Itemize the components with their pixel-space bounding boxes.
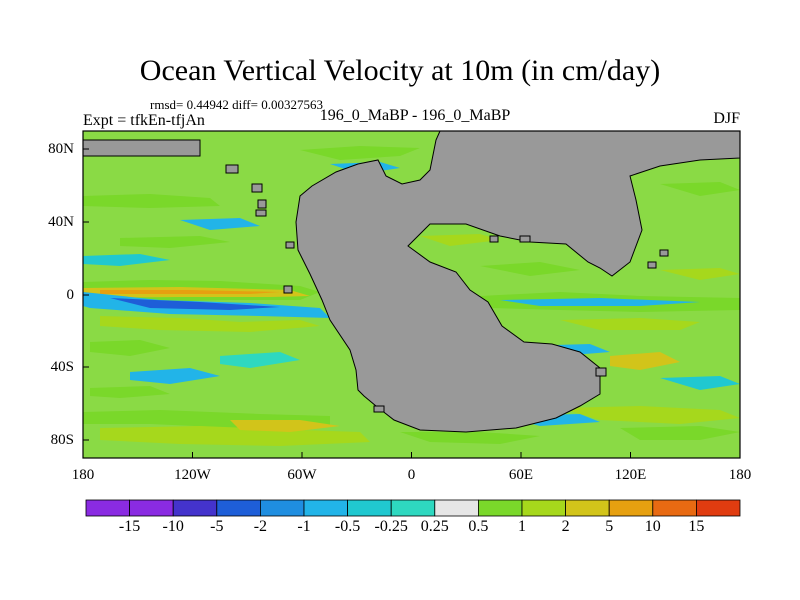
- colorbar-label: 10: [644, 518, 661, 535]
- colorbar-label: 15: [688, 518, 705, 535]
- colorbar-label: 0.25: [420, 518, 449, 535]
- colorbar-label: 0.5: [468, 518, 489, 535]
- colorbar-box: [652, 499, 697, 517]
- colorbar-box: [521, 499, 566, 517]
- colorbar-box: [477, 499, 523, 517]
- colorbar-label: -10: [162, 518, 184, 535]
- colorbar-box: [696, 499, 741, 517]
- y-tick-80s: 80S: [50, 432, 74, 448]
- y-tick-40n: 40N: [48, 214, 74, 230]
- x-tick-60w: 60W: [287, 467, 317, 483]
- y-tick-40s: 40S: [50, 359, 74, 375]
- colorbar-label: -15: [118, 518, 141, 535]
- x-tick-60e: 60E: [508, 467, 534, 483]
- colorbar-label: 5: [605, 518, 614, 535]
- land-mask: [83, 131, 740, 433]
- rmsd-diff-text: rmsd= 0.44942 diff= 0.00327563: [150, 97, 323, 112]
- colorbar-label: -0.25: [374, 518, 408, 535]
- season-label: DJF: [713, 110, 740, 127]
- experiment-label: Expt = tfkEn-tfjAn: [83, 112, 205, 129]
- x-tick-120w: 120W: [174, 467, 211, 483]
- colorbar-box: [434, 499, 479, 517]
- colorbar: [85, 499, 741, 517]
- colorbar-box: [303, 499, 348, 517]
- colorbar-label: -2: [253, 518, 268, 535]
- colorbar-box: [172, 499, 218, 517]
- colorbar-label: -1: [297, 518, 311, 535]
- x-tick-0: 0: [407, 467, 416, 483]
- map-title: Ocean Vertical Velocity at 10m (in cm/da…: [139, 54, 661, 87]
- colorbar-box: [85, 499, 130, 517]
- colorbar-box: [259, 499, 305, 517]
- colorbar-box: [216, 499, 261, 517]
- colorbar-label: -5: [210, 518, 224, 535]
- colorbar-box: [347, 499, 392, 517]
- y-tick-0: 0: [66, 287, 75, 303]
- tick-marks: [82, 148, 741, 458]
- period-label: 196_0_MaBP - 196_0_MaBP: [319, 107, 511, 124]
- colorbar-label: 2: [561, 518, 570, 535]
- y-tick-80n: 80N: [48, 141, 74, 157]
- x-tick-120e: 120E: [614, 467, 647, 483]
- colorbar-box: [390, 499, 436, 517]
- colorbar-label: -0.5: [334, 518, 361, 535]
- x-tick-180w: 180: [71, 467, 95, 483]
- colorbar-box: [565, 499, 610, 517]
- colorbar-box: [608, 499, 654, 517]
- colorbar-label: 1: [518, 518, 526, 535]
- colorbar-box: [129, 499, 174, 517]
- velocity-contours: [83, 146, 740, 446]
- x-tick-180e: 180: [728, 467, 752, 483]
